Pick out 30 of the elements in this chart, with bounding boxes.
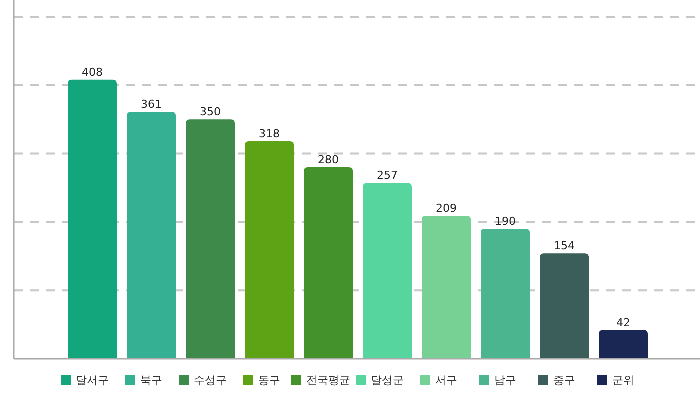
bar (540, 254, 589, 359)
x-tick-label: 군위 (612, 374, 634, 387)
data-label: 280 (318, 153, 339, 166)
x-tick-label: 서구 (436, 374, 458, 387)
bar (186, 120, 235, 359)
bar (68, 80, 117, 359)
data-label: 42 (616, 316, 630, 330)
data-label: 318 (259, 127, 280, 140)
bar (304, 167, 353, 359)
x-tick-label: 달성군 (371, 374, 404, 387)
x-tick-label: 남구 (494, 374, 516, 387)
data-label: 209 (436, 202, 457, 216)
x-tick-label: 달서구 (76, 374, 109, 387)
bar (363, 183, 412, 359)
bar (422, 216, 471, 359)
data-label: 408 (82, 66, 103, 79)
data-label: 361 (141, 98, 162, 112)
bar (481, 229, 530, 359)
bar (599, 330, 648, 359)
x-tick-label: 수성구 (194, 374, 227, 387)
bar (245, 141, 294, 359)
x-tick-label: 중구 (554, 374, 576, 387)
x-tick-label: 북구 (140, 374, 162, 387)
data-label: 190 (495, 215, 516, 228)
bar (127, 112, 176, 359)
data-label: 350 (200, 106, 221, 119)
x-tick-label: 동구 (258, 374, 280, 387)
data-label: 257 (377, 169, 398, 182)
x-tick-label: 전국평균 (306, 374, 350, 387)
data-label: 154 (554, 240, 575, 253)
